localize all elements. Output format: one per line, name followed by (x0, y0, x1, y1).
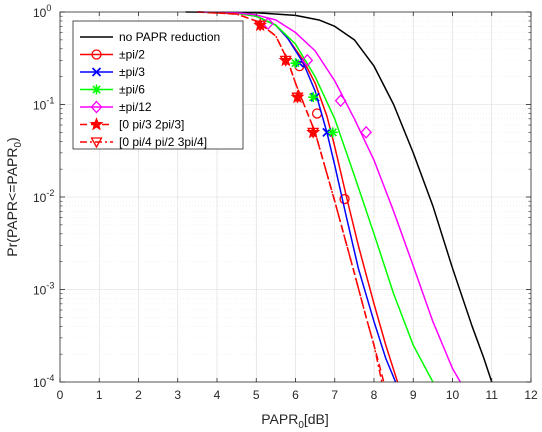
y-tick-label: 100 (33, 3, 51, 20)
legend-marker (91, 84, 102, 95)
y-tick-label-exponent: 0 (46, 3, 51, 13)
y-tick-label: 10-3 (33, 281, 54, 298)
series-marker (308, 92, 319, 103)
y-tick-label: 10-2 (33, 188, 54, 205)
legend-item-3: ±pi/6 (80, 83, 145, 97)
legend-label: [0 pi/4 pi/2 3pi/4] (119, 135, 207, 149)
legend-label: ±pi/12 (119, 100, 152, 114)
series-marker (334, 94, 347, 108)
y-tick-label-exponent: -4 (46, 373, 54, 383)
series-0 (185, 11, 493, 383)
legend-item-5: [0 pi/3 2pi/3] (80, 117, 184, 132)
x-tick-label: 4 (214, 388, 221, 402)
x-tick-label: 5 (253, 388, 260, 402)
x-tick-label: 8 (371, 388, 378, 402)
legend: no PAPR reduction ±pi/2 ±pi/3 ±pi/6 ±pi/12 [0… (72, 20, 244, 150)
legend-item-1: ±pi/2 (80, 48, 145, 62)
legend-label: ±pi/6 (119, 83, 145, 97)
y-axis-label-subscript: 0 (13, 142, 24, 148)
x-tick-label: 2 (135, 388, 142, 402)
x-tick-label: 1 (96, 388, 103, 402)
series-marker (301, 53, 314, 67)
y-axis-label-suffix: ) (4, 137, 20, 142)
legend-item-0: no PAPR reduction (80, 30, 220, 44)
series-marker (339, 193, 350, 205)
y-tick-label-base: 10 (33, 191, 47, 205)
series-marker (360, 125, 373, 139)
series-marker (254, 20, 267, 32)
series-6 (197, 11, 383, 383)
legend-box (72, 20, 244, 150)
y-tick-label: 10-1 (33, 96, 54, 113)
x-tick-label: 6 (292, 388, 299, 402)
x-axis-label-suffix: [dB] (304, 411, 329, 427)
series-line (197, 11, 383, 383)
y-tick-label-base: 10 (33, 99, 47, 113)
legend-label: ±pi/3 (119, 65, 145, 79)
series-marker (291, 92, 304, 104)
legend-marker (91, 67, 102, 77)
y-tick-label-base: 10 (33, 6, 47, 20)
series-marker (279, 55, 292, 67)
series-3 (197, 11, 434, 383)
series-line (197, 11, 434, 383)
x-tick-label: 12 (524, 388, 538, 402)
legend-label: ±pi/2 (119, 48, 145, 62)
legend-marker (91, 49, 102, 60)
series-line (185, 11, 493, 383)
x-tick-label: 9 (410, 388, 417, 402)
series-layer (185, 11, 493, 383)
y-tick-label-base: 10 (33, 284, 47, 298)
y-tick-label: 10-4 (33, 373, 54, 390)
x-tick-label: 10 (446, 388, 460, 402)
legend-marker (90, 100, 103, 114)
x-axis-label: PAPR0[dB] (261, 411, 329, 431)
legend-item-2: ±pi/3 (80, 65, 145, 79)
legend-marker (90, 137, 103, 149)
x-tick-label: 3 (174, 388, 181, 402)
y-tick-label-base: 10 (33, 376, 47, 390)
y-tick-label-exponent: -2 (46, 188, 54, 198)
legend-label: [0 pi/3 2pi/3] (119, 118, 184, 132)
x-tick-label: 11 (486, 388, 499, 402)
legend-item-6: [0 pi/4 pi/2 3pi/4] (80, 135, 207, 149)
x-axis-label-subscript: 0 (298, 420, 304, 431)
x-tick-label: 7 (331, 388, 338, 402)
legend-item-4: ±pi/12 (80, 100, 152, 114)
y-tick-label-exponent: -1 (46, 96, 54, 106)
y-axis-label: Pr(PAPR<=PAPR0) (4, 137, 24, 256)
series-marker (327, 127, 338, 138)
series-marker (290, 58, 301, 69)
x-tick-label: 0 (57, 388, 64, 402)
series-marker (307, 127, 320, 139)
legend-label: no PAPR reduction (119, 30, 220, 44)
y-tick-label-exponent: -3 (46, 281, 54, 291)
legend-marker (89, 117, 104, 131)
